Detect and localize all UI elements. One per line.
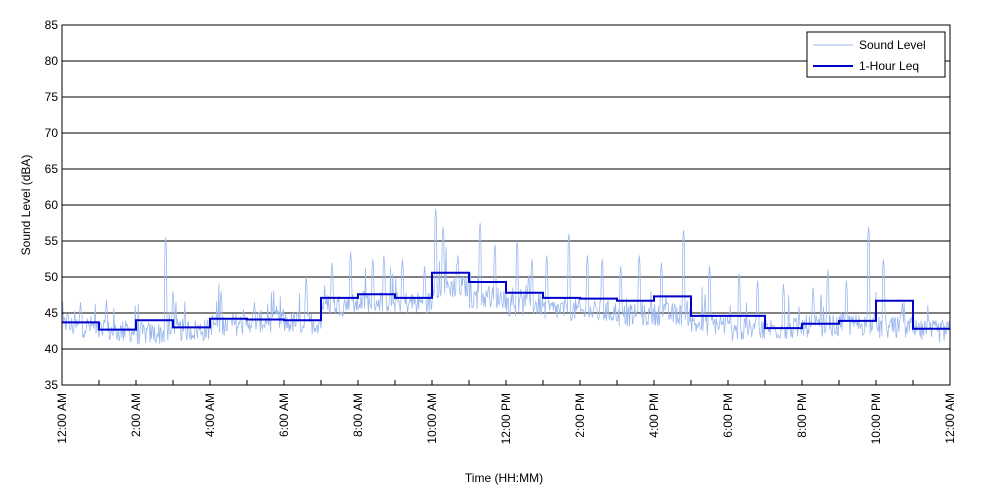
y-axis: 35 40 45 50 55 60 65 70 75 80 85 — [45, 18, 67, 392]
legend: Sound Level 1-Hour Leq — [806, 31, 946, 78]
y-tick-label: 65 — [45, 162, 59, 176]
y-tick-label: 70 — [45, 126, 59, 140]
y-tick-label: 40 — [45, 342, 59, 356]
x-tick-label: 10:00 PM — [869, 393, 883, 444]
leq-series — [62, 271, 950, 331]
x-tick-label: 6:00 AM — [277, 393, 291, 437]
y-axis-label: Sound Level (dBA) — [19, 155, 33, 256]
y-tick-label: 35 — [45, 378, 59, 392]
x-tick-label: 12:00 AM — [55, 393, 69, 444]
legend-label-sound-level: Sound Level — [859, 38, 926, 52]
x-axis: 12:00 AM 2:00 AM 4:00 AM 6:00 AM 8:00 AM 10:0… — [55, 380, 957, 444]
y-tick-label: 85 — [45, 18, 59, 32]
legend-box — [806, 31, 946, 78]
y-tick-label: 80 — [45, 54, 59, 68]
y-tick-label: 60 — [45, 198, 59, 212]
x-tick-label: 10:00 AM — [425, 393, 439, 444]
x-tick-label: 4:00 AM — [203, 393, 217, 437]
x-tick-label: 2:00 PM — [573, 393, 587, 438]
y-tick-label: 75 — [45, 90, 59, 104]
x-tick-label: 8:00 AM — [351, 393, 365, 437]
x-axis-label: Time (HH:MM) — [465, 471, 543, 485]
grid-lines — [62, 60, 950, 350]
x-tick-label: 12:00 PM — [499, 393, 513, 444]
x-tick-label: 8:00 PM — [795, 393, 809, 438]
x-tick-label: 4:00 PM — [647, 393, 661, 438]
x-tick-label: 12:00 AM — [943, 393, 957, 444]
leq-step-line — [62, 271, 950, 331]
legend-label-1-hour-leq: 1-Hour Leq — [859, 59, 919, 73]
y-tick-label: 45 — [45, 306, 59, 320]
y-tick-label: 50 — [45, 270, 59, 284]
y-tick-label: 55 — [45, 234, 59, 248]
x-tick-label: 6:00 PM — [721, 393, 735, 438]
x-tick-label: 2:00 AM — [129, 393, 143, 437]
